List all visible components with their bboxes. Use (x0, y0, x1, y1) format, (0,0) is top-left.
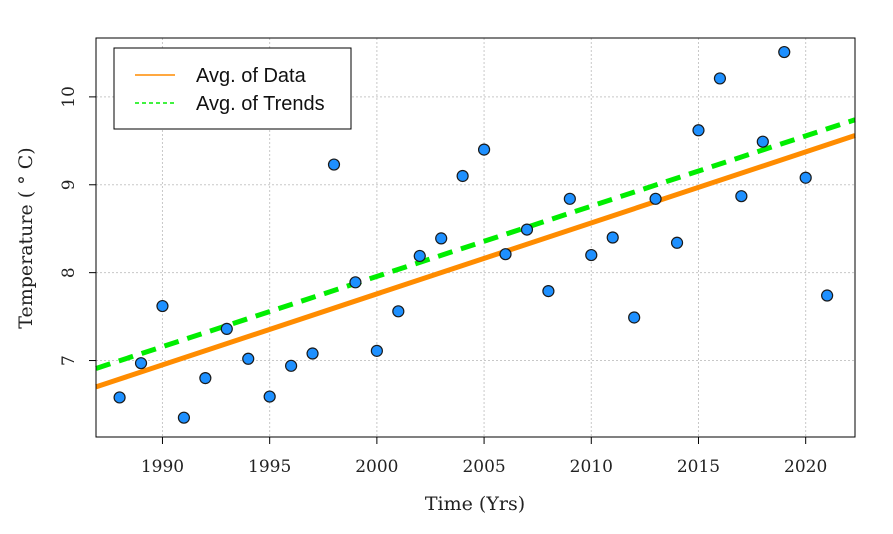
x-tick-label: 1990 (141, 457, 184, 477)
data-point (606, 231, 619, 244)
x-tick-label: 2005 (462, 457, 505, 477)
trend-lines (95, 117, 856, 390)
data-point (199, 372, 212, 385)
x-tick-label: 2010 (570, 457, 613, 477)
data-point (306, 347, 319, 360)
x-tick-label: 2015 (677, 457, 720, 477)
y-tick-label: 9 (59, 179, 79, 190)
data-point (542, 285, 555, 298)
data-point (649, 192, 662, 205)
data-point (113, 391, 126, 404)
data-point (799, 171, 812, 184)
data-point (821, 289, 834, 302)
data-point (156, 299, 169, 313)
grid (96, 38, 855, 437)
x-tick-label: 2020 (784, 457, 827, 477)
data-point (520, 223, 534, 236)
data-point (220, 322, 233, 336)
legend-label-avg-trends: Avg. of Trends (196, 93, 325, 115)
data-point (713, 72, 727, 85)
data-point (242, 352, 255, 365)
data-point (392, 305, 405, 318)
data-point (628, 311, 641, 324)
data-point (563, 192, 576, 205)
x-axis: 1990 1995 2000 2005 2010 2015 2020 (141, 437, 827, 477)
data-point (778, 45, 791, 59)
data-point (692, 124, 705, 137)
y-tick-label: 10 (59, 86, 79, 108)
y-axis: 7 8 9 10 (59, 86, 96, 366)
y-tick-label: 7 (59, 355, 79, 366)
plot-frame (95, 37, 856, 438)
data-point (413, 249, 426, 263)
avg-of-trends-line (95, 117, 856, 371)
avg-of-data-line (95, 133, 856, 390)
x-tick-label: 1995 (248, 457, 291, 477)
data-point (370, 344, 383, 357)
y-axis-title: Temperature ( ° C) (15, 147, 37, 328)
legend-label-avg-data: Avg. of Data (196, 65, 307, 87)
data-point (327, 158, 341, 171)
legend-box (113, 47, 352, 130)
data-point (134, 357, 148, 370)
data-point (456, 169, 469, 183)
x-tick-label: 2000 (355, 457, 398, 477)
data-point (585, 248, 598, 262)
data-point (477, 143, 491, 156)
legend: Avg. of Data Avg. of Trends (113, 47, 352, 130)
data-point (735, 190, 748, 203)
data-point (670, 236, 684, 249)
data-point (349, 276, 362, 289)
data-point (263, 390, 276, 403)
data-point (435, 232, 448, 245)
data-point (756, 135, 769, 148)
data-points (113, 45, 834, 424)
data-point (499, 248, 512, 261)
data-point (177, 411, 191, 424)
data-point (285, 359, 298, 372)
y-tick-label: 8 (59, 267, 79, 278)
x-axis-title: Time (Yrs) (425, 493, 525, 515)
